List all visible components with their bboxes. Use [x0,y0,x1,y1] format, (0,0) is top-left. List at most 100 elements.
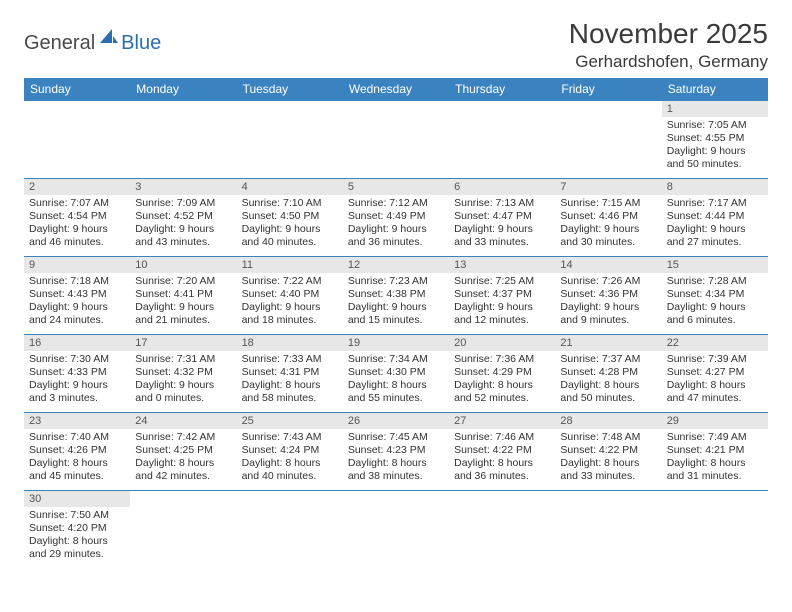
weekday-header: Saturday [662,78,768,101]
day-details: Sunrise: 7:46 AMSunset: 4:22 PMDaylight:… [449,429,555,488]
day-details: Sunrise: 7:26 AMSunset: 4:36 PMDaylight:… [555,273,661,332]
sunrise-text: Sunrise: 7:10 AM [242,197,338,210]
calendar-cell: 10Sunrise: 7:20 AMSunset: 4:41 PMDayligh… [130,257,236,335]
sunset-text: Sunset: 4:47 PM [454,210,550,223]
sunset-text: Sunset: 4:22 PM [454,444,550,457]
sunset-text: Sunset: 4:23 PM [348,444,444,457]
sunset-text: Sunset: 4:44 PM [667,210,763,223]
day-details: Sunrise: 7:15 AMSunset: 4:46 PMDaylight:… [555,195,661,254]
day-number: 30 [24,491,130,507]
daylight-text: Daylight: 8 hours and 45 minutes. [29,457,125,483]
calendar-cell [237,101,343,179]
day-details: Sunrise: 7:22 AMSunset: 4:40 PMDaylight:… [237,273,343,332]
calendar-cell: 12Sunrise: 7:23 AMSunset: 4:38 PMDayligh… [343,257,449,335]
sunrise-text: Sunrise: 7:50 AM [29,509,125,522]
day-details: Sunrise: 7:30 AMSunset: 4:33 PMDaylight:… [24,351,130,410]
sunrise-text: Sunrise: 7:26 AM [560,275,656,288]
calendar-cell: 23Sunrise: 7:40 AMSunset: 4:26 PMDayligh… [24,413,130,491]
calendar-week-row: 1Sunrise: 7:05 AMSunset: 4:55 PMDaylight… [24,101,768,179]
sunset-text: Sunset: 4:54 PM [29,210,125,223]
day-number: 9 [24,257,130,273]
day-number: 10 [130,257,236,273]
sunrise-text: Sunrise: 7:30 AM [29,353,125,366]
day-details: Sunrise: 7:28 AMSunset: 4:34 PMDaylight:… [662,273,768,332]
sunset-text: Sunset: 4:26 PM [29,444,125,457]
calendar-cell: 17Sunrise: 7:31 AMSunset: 4:32 PMDayligh… [130,335,236,413]
calendar-cell [237,491,343,569]
calendar-week-row: 16Sunrise: 7:30 AMSunset: 4:33 PMDayligh… [24,335,768,413]
day-number: 21 [555,335,661,351]
sunset-text: Sunset: 4:33 PM [29,366,125,379]
daylight-text: Daylight: 8 hours and 29 minutes. [29,535,125,561]
sunrise-text: Sunrise: 7:48 AM [560,431,656,444]
calendar-cell [449,491,555,569]
day-number: 28 [555,413,661,429]
day-number: 22 [662,335,768,351]
daylight-text: Daylight: 8 hours and 38 minutes. [348,457,444,483]
day-details: Sunrise: 7:50 AMSunset: 4:20 PMDaylight:… [24,507,130,566]
calendar-cell: 26Sunrise: 7:45 AMSunset: 4:23 PMDayligh… [343,413,449,491]
day-number: 16 [24,335,130,351]
sunrise-text: Sunrise: 7:43 AM [242,431,338,444]
sunrise-text: Sunrise: 7:49 AM [667,431,763,444]
day-number: 29 [662,413,768,429]
sunset-text: Sunset: 4:31 PM [242,366,338,379]
weekday-header: Sunday [24,78,130,101]
day-details: Sunrise: 7:13 AMSunset: 4:47 PMDaylight:… [449,195,555,254]
calendar-cell: 4Sunrise: 7:10 AMSunset: 4:50 PMDaylight… [237,179,343,257]
weekday-header: Wednesday [343,78,449,101]
day-details: Sunrise: 7:25 AMSunset: 4:37 PMDaylight:… [449,273,555,332]
calendar-cell [343,491,449,569]
header: General Blue November 2025 Gerhardshofen… [24,18,768,72]
day-number: 20 [449,335,555,351]
day-details: Sunrise: 7:18 AMSunset: 4:43 PMDaylight:… [24,273,130,332]
day-number: 25 [237,413,343,429]
sunset-text: Sunset: 4:55 PM [667,132,763,145]
daylight-text: Daylight: 8 hours and 47 minutes. [667,379,763,405]
daylight-text: Daylight: 9 hours and 36 minutes. [348,223,444,249]
sunset-text: Sunset: 4:32 PM [135,366,231,379]
sunrise-text: Sunrise: 7:46 AM [454,431,550,444]
calendar-cell: 25Sunrise: 7:43 AMSunset: 4:24 PMDayligh… [237,413,343,491]
sunset-text: Sunset: 4:27 PM [667,366,763,379]
day-details: Sunrise: 7:10 AMSunset: 4:50 PMDaylight:… [237,195,343,254]
day-number: 13 [449,257,555,273]
day-details: Sunrise: 7:34 AMSunset: 4:30 PMDaylight:… [343,351,449,410]
calendar-cell [662,491,768,569]
sunset-text: Sunset: 4:49 PM [348,210,444,223]
logo-sail-icon [99,28,119,49]
sunset-text: Sunset: 4:30 PM [348,366,444,379]
day-number: 5 [343,179,449,195]
calendar-cell: 18Sunrise: 7:33 AMSunset: 4:31 PMDayligh… [237,335,343,413]
sunrise-text: Sunrise: 7:07 AM [29,197,125,210]
daylight-text: Daylight: 9 hours and 3 minutes. [29,379,125,405]
day-details: Sunrise: 7:09 AMSunset: 4:52 PMDaylight:… [130,195,236,254]
day-details: Sunrise: 7:17 AMSunset: 4:44 PMDaylight:… [662,195,768,254]
calendar-cell [130,491,236,569]
sunrise-text: Sunrise: 7:13 AM [454,197,550,210]
calendar-cell: 19Sunrise: 7:34 AMSunset: 4:30 PMDayligh… [343,335,449,413]
sunset-text: Sunset: 4:37 PM [454,288,550,301]
day-details: Sunrise: 7:48 AMSunset: 4:22 PMDaylight:… [555,429,661,488]
calendar-cell: 27Sunrise: 7:46 AMSunset: 4:22 PMDayligh… [449,413,555,491]
calendar-cell: 21Sunrise: 7:37 AMSunset: 4:28 PMDayligh… [555,335,661,413]
sunset-text: Sunset: 4:29 PM [454,366,550,379]
sunrise-text: Sunrise: 7:23 AM [348,275,444,288]
daylight-text: Daylight: 8 hours and 52 minutes. [454,379,550,405]
day-number: 19 [343,335,449,351]
location-label: Gerhardshofen, Germany [569,52,768,72]
sunset-text: Sunset: 4:40 PM [242,288,338,301]
daylight-text: Daylight: 9 hours and 33 minutes. [454,223,550,249]
sunrise-text: Sunrise: 7:33 AM [242,353,338,366]
calendar-cell: 30Sunrise: 7:50 AMSunset: 4:20 PMDayligh… [24,491,130,569]
calendar-cell: 3Sunrise: 7:09 AMSunset: 4:52 PMDaylight… [130,179,236,257]
calendar-table: SundayMondayTuesdayWednesdayThursdayFrid… [24,78,768,569]
sunset-text: Sunset: 4:52 PM [135,210,231,223]
title-block: November 2025 Gerhardshofen, Germany [569,18,768,72]
day-details: Sunrise: 7:05 AMSunset: 4:55 PMDaylight:… [662,117,768,176]
sunset-text: Sunset: 4:22 PM [560,444,656,457]
calendar-cell: 15Sunrise: 7:28 AMSunset: 4:34 PMDayligh… [662,257,768,335]
logo: General Blue [24,18,161,59]
sunrise-text: Sunrise: 7:15 AM [560,197,656,210]
day-number: 18 [237,335,343,351]
